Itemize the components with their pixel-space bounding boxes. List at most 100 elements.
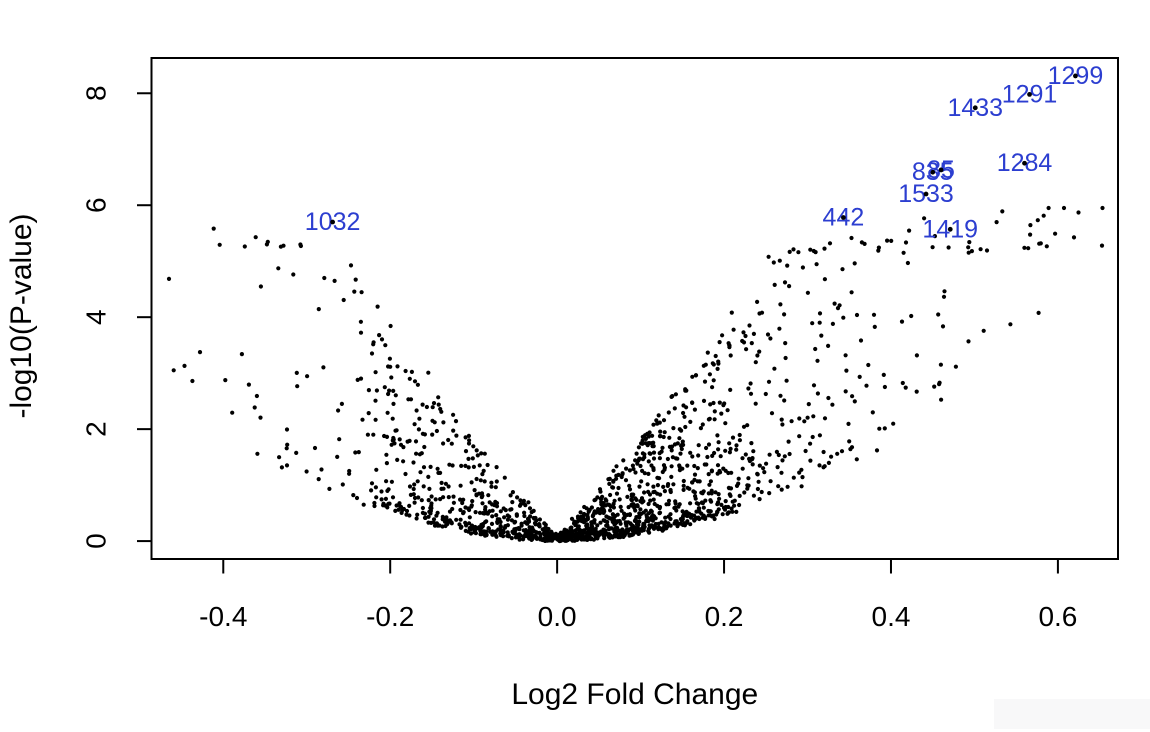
data-point [719, 411, 724, 416]
data-point [705, 454, 710, 460]
data-point [681, 487, 686, 492]
data-point [749, 457, 755, 462]
data-point [688, 450, 693, 455]
data-point [551, 536, 556, 541]
data-point [821, 449, 826, 455]
data-point [646, 511, 652, 516]
data-point [631, 466, 636, 472]
data-point [657, 456, 663, 461]
data-point [651, 440, 656, 445]
data-point [648, 451, 653, 456]
data-point [953, 364, 959, 369]
data-point [394, 503, 399, 508]
data-point [595, 523, 600, 528]
data-point [508, 507, 513, 512]
data-point [614, 473, 619, 478]
data-point [585, 516, 591, 522]
data-point [470, 456, 475, 461]
data-point [375, 304, 380, 309]
data-point [373, 398, 378, 403]
data-point [891, 421, 896, 426]
data-point [827, 241, 833, 246]
data-point [699, 500, 705, 505]
data-point [810, 321, 815, 326]
data-point [390, 438, 395, 443]
data-point [591, 537, 597, 542]
data-point [817, 320, 822, 325]
data-point [715, 509, 720, 514]
data-point [460, 500, 465, 506]
data-point [941, 294, 947, 299]
data-point [637, 519, 642, 524]
data-point [458, 497, 463, 502]
y-tick-label: 2 [81, 421, 112, 437]
data-point [755, 486, 761, 492]
data-point [374, 495, 379, 500]
data-point [607, 481, 612, 486]
data-point [638, 507, 643, 512]
data-point [901, 250, 906, 255]
data-point [808, 441, 813, 446]
data-point [803, 448, 808, 454]
data-point [938, 362, 944, 367]
data-point [711, 362, 716, 367]
data-point [692, 513, 697, 518]
data-point [1028, 232, 1033, 237]
data-point [622, 511, 627, 516]
data-point [835, 451, 840, 456]
data-point [701, 505, 706, 510]
data-point [401, 506, 406, 512]
data-point [651, 450, 657, 455]
data-point [650, 444, 655, 449]
data-point [786, 439, 791, 444]
data-point [580, 533, 585, 538]
data-point [470, 499, 475, 504]
data-point [672, 521, 678, 526]
data-point [946, 245, 951, 250]
data-point [640, 451, 646, 456]
data-point [388, 323, 393, 329]
data-point [677, 468, 683, 473]
data-point [466, 433, 471, 438]
data-point [732, 503, 737, 508]
data-point [389, 479, 394, 484]
data-point [669, 448, 674, 453]
data-point [840, 267, 845, 272]
data-point [775, 465, 780, 470]
data-point [639, 511, 644, 516]
data-point [532, 529, 537, 534]
data-point [967, 240, 972, 245]
data-point [642, 521, 647, 527]
data-point [335, 454, 340, 459]
data-point [661, 484, 666, 489]
data-point [327, 486, 332, 491]
data-point [791, 247, 796, 252]
data-point [305, 374, 310, 379]
data-point [467, 526, 472, 531]
data-point [846, 421, 851, 426]
data-point [638, 463, 643, 469]
data-point [336, 408, 341, 413]
data-point [662, 430, 667, 435]
data-point [671, 482, 676, 487]
data-point [365, 432, 370, 437]
data-point [633, 458, 638, 463]
data-point [403, 368, 408, 374]
data-point [701, 398, 707, 403]
data-point [415, 479, 420, 484]
labeled-data-point [972, 105, 978, 111]
data-point [294, 450, 299, 455]
data-point [648, 524, 653, 530]
data-point [727, 441, 732, 446]
data-point [994, 220, 999, 225]
data-point [646, 489, 651, 494]
data-point [510, 529, 515, 534]
data-point [281, 243, 286, 248]
data-point [830, 321, 836, 326]
data-point [592, 520, 597, 525]
data-point [757, 311, 762, 316]
data-point [341, 297, 346, 303]
y-tick-label: 4 [81, 309, 112, 325]
data-point [654, 418, 659, 423]
data-point [694, 509, 699, 514]
